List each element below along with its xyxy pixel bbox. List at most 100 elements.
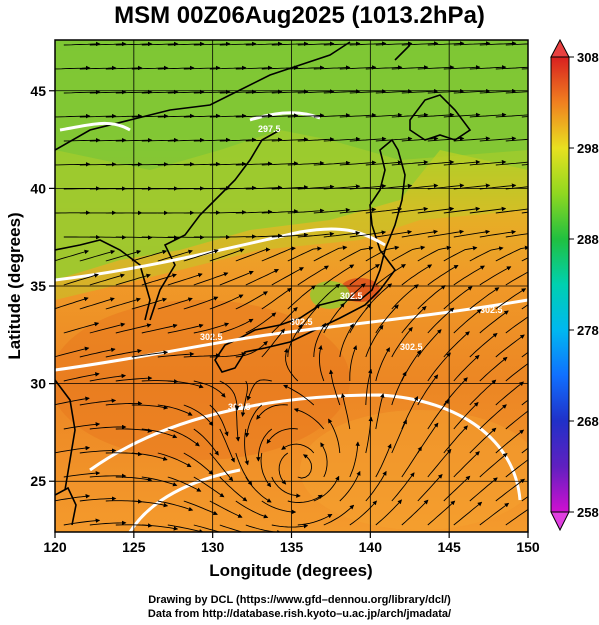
streamline [297, 137, 335, 142]
streamline [89, 137, 127, 143]
credits: Drawing by DCL (https://www.gfd–dennou.o… [0, 593, 599, 621]
streamline [313, 65, 351, 70]
streamline [401, 264, 433, 286]
streamline [79, 496, 117, 502]
streamline [209, 210, 247, 215]
streamline [495, 478, 525, 502]
streamline [131, 297, 168, 310]
streamline [505, 316, 528, 334]
y-axis-label: Latitude (degrees) [5, 212, 24, 359]
streamline [391, 65, 429, 70]
streamline [141, 273, 177, 286]
streamline [318, 344, 325, 382]
streamline [328, 369, 341, 406]
streamline [479, 310, 509, 334]
streamline [245, 269, 279, 286]
colorbar-tick-label: 288 [577, 232, 599, 247]
streamline [240, 380, 248, 417]
streamline [339, 65, 377, 70]
streamline [313, 113, 351, 118]
streamline [453, 501, 483, 526]
streamline [443, 159, 481, 166]
streamline [89, 41, 127, 47]
streamline [313, 245, 348, 262]
streamline [287, 208, 325, 214]
streamline [131, 65, 169, 71]
streamline [183, 452, 214, 475]
x-tick-label: 130 [201, 539, 225, 555]
streamline [256, 404, 288, 420]
streamline [55, 162, 91, 167]
streamline [349, 441, 360, 478]
streamline [375, 443, 392, 478]
streamline [245, 41, 283, 47]
streamline [375, 136, 413, 142]
streamline [495, 206, 528, 214]
streamline [157, 500, 194, 512]
contour-label: 302.5 [480, 305, 503, 315]
streamline [157, 351, 195, 358]
streamline [115, 273, 151, 286]
streamline [375, 264, 406, 286]
streamline [453, 265, 485, 286]
streamline [313, 283, 341, 310]
streamline [313, 475, 340, 502]
colorbar: 308 298 288 278 268 258 [550, 38, 599, 532]
streamline [193, 272, 229, 286]
streamline [349, 345, 358, 381]
streamline [479, 453, 508, 478]
streamline [391, 112, 429, 118]
streamline [323, 41, 361, 46]
streamline [261, 500, 297, 515]
streamline [479, 266, 512, 286]
streamline [339, 323, 354, 358]
streamline [105, 113, 143, 119]
streamline [79, 162, 117, 167]
streamline [79, 65, 117, 71]
streamline [287, 65, 325, 70]
streamline [323, 136, 361, 142]
streamline [193, 41, 231, 47]
streamline [235, 161, 273, 166]
colorbar-max-arrow [550, 38, 570, 58]
streamline [505, 233, 528, 238]
streamline [495, 159, 528, 166]
streamline [79, 249, 116, 262]
streamline [427, 229, 465, 238]
streamline [401, 136, 439, 142]
streamline [339, 207, 377, 214]
streamline [479, 502, 510, 526]
streamline [89, 373, 127, 382]
streamline [297, 265, 329, 286]
streamline [443, 286, 473, 310]
streamline [479, 356, 508, 382]
streamline [79, 297, 115, 310]
streamline [245, 476, 272, 503]
streamline [469, 112, 507, 118]
streamline [131, 113, 169, 119]
colorbar-tick-label: 298 [577, 141, 599, 156]
streamline [505, 43, 528, 46]
streamline [427, 41, 465, 46]
streamline [443, 206, 481, 214]
streamline [375, 229, 413, 238]
contour-label: 297.5 [258, 124, 281, 134]
streamline [256, 428, 273, 462]
streamline [287, 160, 325, 166]
streamline [219, 428, 235, 463]
streamline [89, 520, 127, 526]
streamline [183, 113, 221, 119]
streamline [287, 113, 325, 118]
streamline [261, 287, 292, 310]
streamline [417, 245, 452, 262]
streamline [287, 494, 323, 503]
colorbar-tick-label: 278 [577, 323, 599, 338]
streamline [167, 323, 204, 334]
streamline [261, 246, 296, 262]
streamline [193, 89, 231, 95]
streamline [245, 233, 283, 239]
streamline [365, 245, 400, 262]
streamline [505, 91, 528, 94]
streamline [63, 518, 101, 526]
streamline [219, 524, 244, 532]
